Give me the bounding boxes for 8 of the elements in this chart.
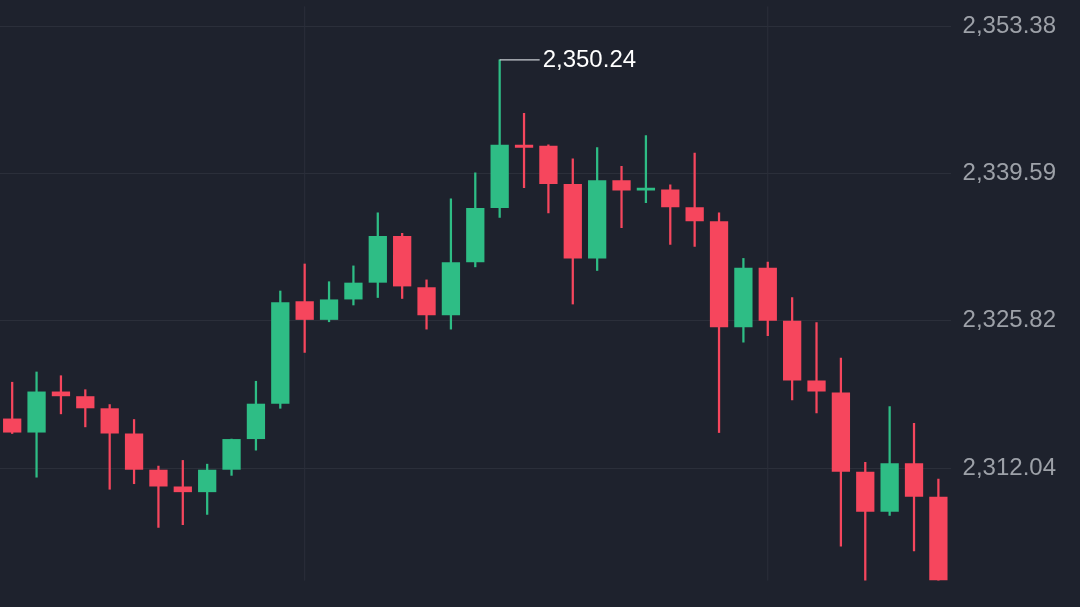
candlestick (612, 165, 631, 228)
candlestick (149, 465, 168, 528)
y-tick-label: 2,353.38 (962, 11, 1056, 39)
annotation: 2,350.24 (542, 44, 637, 72)
candlestick (807, 322, 826, 414)
y-tick-label: 2,339.59 (962, 158, 1056, 186)
y-tick-label: 2,312.04 (962, 452, 1056, 480)
y-tick-label: 2,325.82 (962, 305, 1056, 333)
